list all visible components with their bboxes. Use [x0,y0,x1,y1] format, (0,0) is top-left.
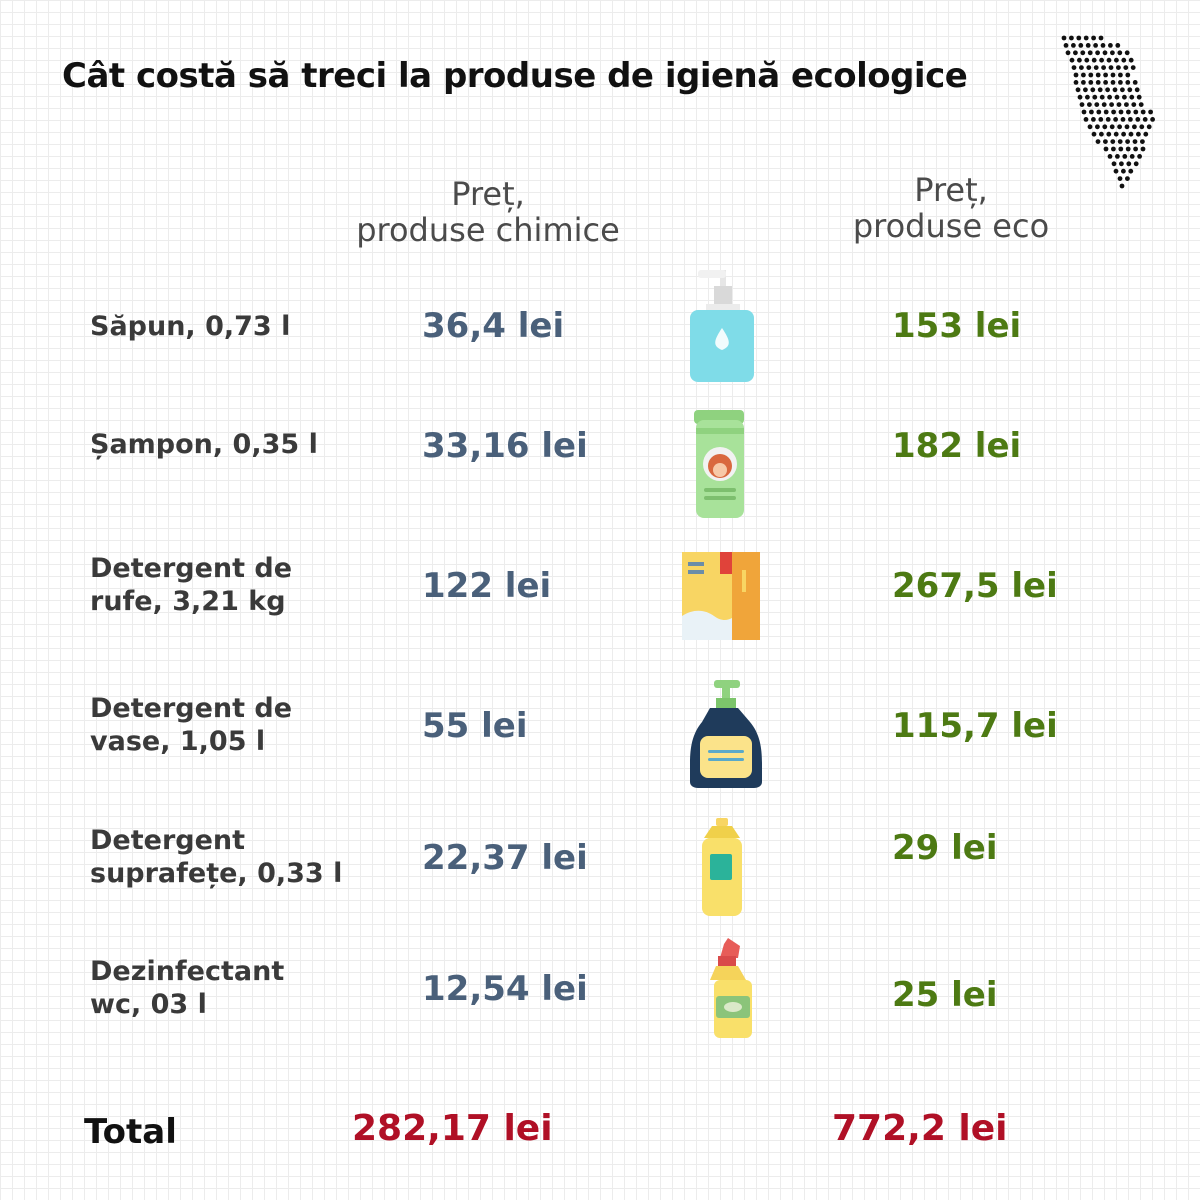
price-eco-dish-detergent: 115,7 lei [892,706,1058,746]
column-header-eco-line1: Preț, [914,171,988,209]
laundry-detergent-box-icon [682,552,760,640]
price-eco-shampoo: 182 lei [892,426,1022,466]
price-chemical-toilet-disinfectant: 12,54 lei [422,969,588,1009]
shampoo-bottle-icon [694,410,744,518]
row-label-dish-detergent: Detergent de vase, 1,05 l [90,693,293,757]
column-header-chemical-line1: Preț, [451,175,525,213]
price-chemical-laundry-detergent: 122 lei [422,566,552,606]
price-eco-laundry-detergent: 267,5 lei [892,566,1058,606]
dish-soap-bottle-icon [690,680,762,788]
row-label-shampoo: Șampon, 0,35 l [90,429,318,460]
total-label: Total [84,1112,177,1152]
soap-dispenser-icon [690,270,754,382]
price-chemical-surface-detergent: 22,37 lei [422,838,588,878]
total-chemical: 282,17 lei [352,1108,553,1149]
column-header-chemical: Preț, produse chimice [340,176,636,248]
price-chemical-dish-detergent: 55 lei [422,706,528,746]
row-label-surface-detergent: Detergent suprafețe, 0,33 l [90,825,343,889]
column-header-eco-line2: produse eco [852,207,1050,245]
row-label-soap: Săpun, 0,73 l [90,311,291,342]
page-title: Cât costă să treci la produse de igienă … [62,56,968,96]
total-eco: 772,2 lei [832,1108,1008,1149]
price-chemical-soap: 36,4 lei [422,306,565,346]
price-eco-surface-detergent: 29 lei [892,828,998,868]
surface-cleaner-bottle-icon [702,818,742,916]
row-label-toilet-disinfectant: Dezinfectant wc, 03 l [90,956,285,1020]
column-header-chemical-line2: produse chimice [356,211,620,249]
toilet-cleaner-bottle-icon [710,938,752,1038]
price-eco-soap: 153 lei [892,306,1022,346]
moldova-dot-map-icon [1061,35,1155,189]
price-eco-toilet-disinfectant: 25 lei [892,975,998,1015]
column-header-eco: Preț, produse eco [820,172,1082,244]
row-label-laundry-detergent: Detergent de rufe, 3,21 kg [90,553,293,617]
price-chemical-shampoo: 33,16 lei [422,426,588,466]
